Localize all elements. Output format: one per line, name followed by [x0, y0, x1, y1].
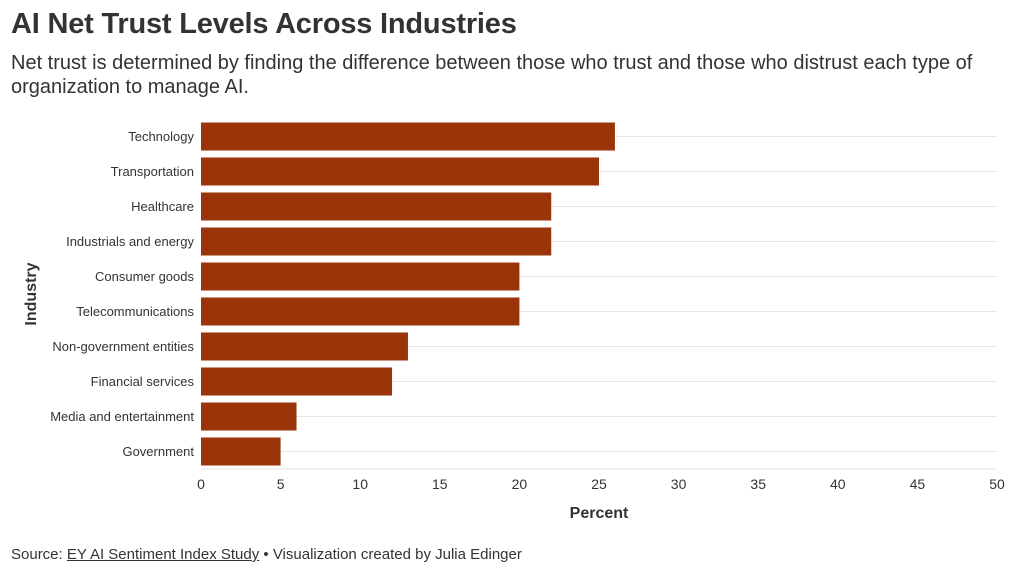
x-tick-label: 10 — [352, 476, 368, 492]
x-tick-labels: 0 5 10 15 20 25 30 35 40 45 50 — [197, 476, 1005, 492]
category-label: Consumer goods — [95, 269, 194, 284]
bar-non-government-entities[interactable] — [201, 332, 408, 361]
x-tick-label: 45 — [910, 476, 926, 492]
x-tick-label: 0 — [197, 476, 205, 492]
bar-healthcare[interactable] — [201, 192, 552, 221]
source-footer: Source: EY AI Sentiment Index Study • Vi… — [11, 546, 522, 563]
x-tick-label: 25 — [591, 476, 607, 492]
category-label: Healthcare — [131, 199, 194, 214]
bar-technology[interactable] — [201, 122, 615, 151]
x-tick-label: 35 — [750, 476, 766, 492]
x-tick-label: 15 — [432, 476, 448, 492]
bar-industrials-and-energy[interactable] — [201, 227, 552, 256]
category-label: Industrials and energy — [66, 234, 194, 249]
x-tick-label: 20 — [512, 476, 528, 492]
category-label: Transportation — [111, 164, 194, 179]
source-prefix: Source: — [11, 546, 67, 563]
category-label: Technology — [128, 129, 194, 144]
credit-text: Visualization created by Julia Edinger — [272, 546, 522, 563]
x-tick-label: 5 — [277, 476, 285, 492]
bar-chart: Technology Transportation Healthcare Indust… — [23, 122, 1005, 522]
x-tick-label: 50 — [989, 476, 1005, 492]
category-label: Financial services — [91, 374, 195, 389]
bar-telecommunications[interactable] — [201, 297, 520, 326]
source-link[interactable]: EY AI Sentiment Index Study — [66, 546, 260, 563]
bar-consumer-goods[interactable] — [201, 262, 520, 291]
chart-title: AI Net Trust Levels Across Industries — [11, 8, 517, 40]
chart-subtitle: Net trust is determined by finding the d… — [11, 52, 973, 98]
category-label: Government — [122, 444, 194, 459]
bar-government[interactable] — [201, 437, 281, 466]
x-axis-title: Percent — [570, 505, 629, 522]
footer-separator: • — [259, 546, 273, 563]
category-labels: Technology Transportation Healthcare Indust… — [50, 129, 194, 459]
x-tick-label: 30 — [671, 476, 687, 492]
bars — [201, 122, 615, 466]
category-label: Non-government entities — [52, 339, 194, 354]
bar-media-and-entertainment[interactable] — [201, 402, 297, 431]
category-label: Telecommunications — [76, 304, 194, 319]
category-label: Media and entertainment — [50, 409, 194, 424]
bar-transportation[interactable] — [201, 157, 599, 186]
y-axis-title: Industry — [23, 262, 40, 325]
x-tick-label: 40 — [830, 476, 846, 492]
bar-financial-services[interactable] — [201, 367, 393, 396]
